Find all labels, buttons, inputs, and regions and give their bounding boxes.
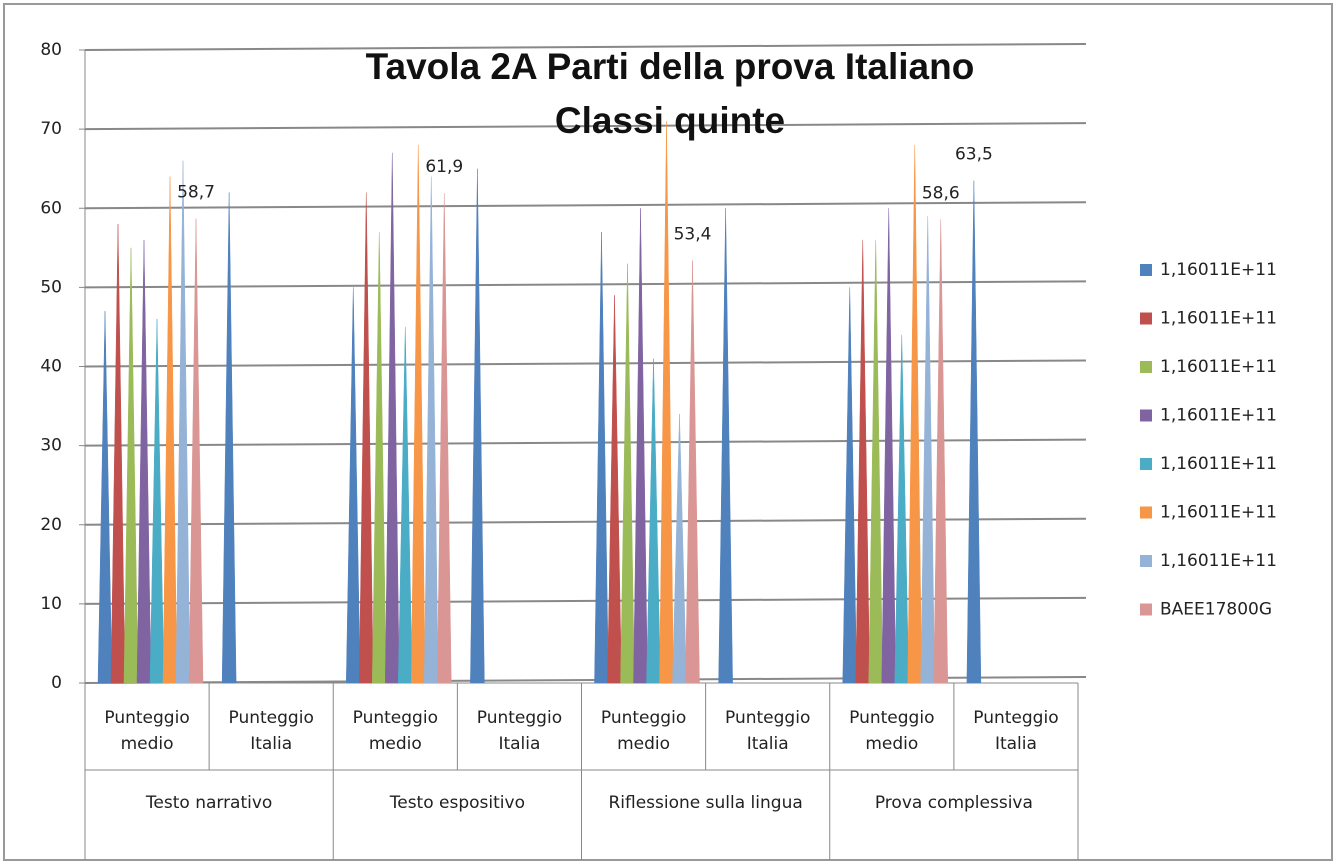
legend-label: 1,16011E+11	[1160, 551, 1277, 571]
cone	[868, 239, 884, 684]
data-label: 63,5	[955, 145, 993, 165]
y-tick-label: 20	[40, 515, 62, 535]
x-tick-label: Punteggio Italia	[973, 708, 1059, 754]
legend-swatch	[1140, 264, 1152, 276]
cone	[423, 176, 439, 684]
x-tick-label: Punteggio medio	[352, 708, 438, 754]
data-label: 58,7	[177, 183, 215, 203]
x-tick-label: Punteggio Italia	[725, 708, 811, 754]
grid-line	[84, 438, 1087, 447]
legend-swatch	[1140, 312, 1152, 325]
grid-line	[84, 280, 1087, 289]
cone	[633, 208, 648, 684]
x-tick-label: Punteggio Italia	[228, 708, 314, 754]
grid-line	[84, 43, 1087, 51]
cone	[410, 144, 426, 684]
legend-swatch	[1140, 603, 1152, 616]
legend-label: 1,16011E+11	[1160, 357, 1277, 377]
y-tick-label: 10	[40, 594, 62, 614]
cone	[358, 192, 374, 684]
cone	[436, 193, 452, 684]
cone	[685, 260, 700, 684]
cone	[594, 231, 609, 684]
legend-swatch	[1140, 506, 1152, 519]
legend-label: 1,16011E+11	[1160, 309, 1277, 329]
cone	[718, 208, 733, 684]
y-tick-label: 30	[40, 436, 62, 456]
cone	[620, 263, 635, 684]
group-label: Testo espositivo	[389, 793, 525, 813]
cone	[175, 160, 191, 684]
cone	[881, 208, 897, 684]
cone	[384, 152, 400, 684]
cone	[188, 218, 204, 684]
y-tick-label: 0	[51, 673, 62, 693]
legend-label: BAEE17800G	[1160, 600, 1272, 620]
legend-swatch	[1140, 458, 1152, 470]
legend-label: 1,16011E+11	[1160, 260, 1277, 280]
group-label: Riflessione sulla lingua	[608, 793, 803, 813]
cone	[607, 295, 622, 684]
legend-swatch	[1140, 555, 1152, 567]
legend-swatch	[1140, 409, 1152, 422]
y-tick-label: 50	[40, 277, 62, 297]
data-label: 53,4	[674, 224, 712, 244]
grid-line	[84, 201, 1087, 210]
cone	[162, 176, 178, 684]
cone	[371, 231, 387, 684]
x-tick-label: Punteggio medio	[104, 708, 190, 754]
cone	[221, 192, 237, 684]
group-label: Testo narrativo	[145, 793, 273, 813]
cone	[672, 413, 687, 684]
x-tick-label: Punteggio Italia	[476, 708, 563, 754]
cone	[842, 287, 858, 684]
cone	[345, 287, 361, 684]
legend-label: 1,16011E+11	[1160, 454, 1277, 474]
cone	[397, 326, 413, 684]
cone	[933, 219, 949, 684]
cone	[149, 319, 165, 684]
cone	[855, 239, 871, 684]
cone	[97, 311, 113, 684]
data-label: 61,9	[425, 157, 463, 177]
cone	[470, 168, 485, 684]
cone	[894, 334, 910, 684]
grid-line	[84, 517, 1087, 526]
frame	[3, 3, 1333, 861]
group-label: Prova complessiva	[874, 793, 1033, 813]
x-tick-label: Punteggio medio	[600, 708, 687, 754]
cone	[907, 144, 923, 684]
cone	[646, 358, 661, 684]
cone	[136, 239, 152, 684]
grid-line	[84, 122, 1087, 131]
cone	[920, 216, 936, 684]
cone	[659, 121, 674, 684]
cone	[123, 247, 139, 684]
y-tick-label: 40	[40, 357, 62, 377]
cone	[966, 180, 982, 684]
cone	[110, 224, 126, 684]
y-tick-label: 80	[40, 40, 62, 60]
grid-line	[84, 359, 1087, 368]
y-tick-label: 70	[40, 119, 62, 139]
legend-label: 1,16011E+11	[1160, 503, 1277, 523]
x-tick-label: Punteggio medio	[849, 708, 935, 754]
legend-swatch	[1140, 361, 1152, 373]
y-tick-label: 60	[40, 198, 62, 218]
data-label: 58,6	[922, 183, 960, 203]
chart-title: Tavola 2A Parti della prova Italiano Cla…	[365, 46, 975, 141]
legend-label: 1,16011E+11	[1160, 406, 1277, 426]
